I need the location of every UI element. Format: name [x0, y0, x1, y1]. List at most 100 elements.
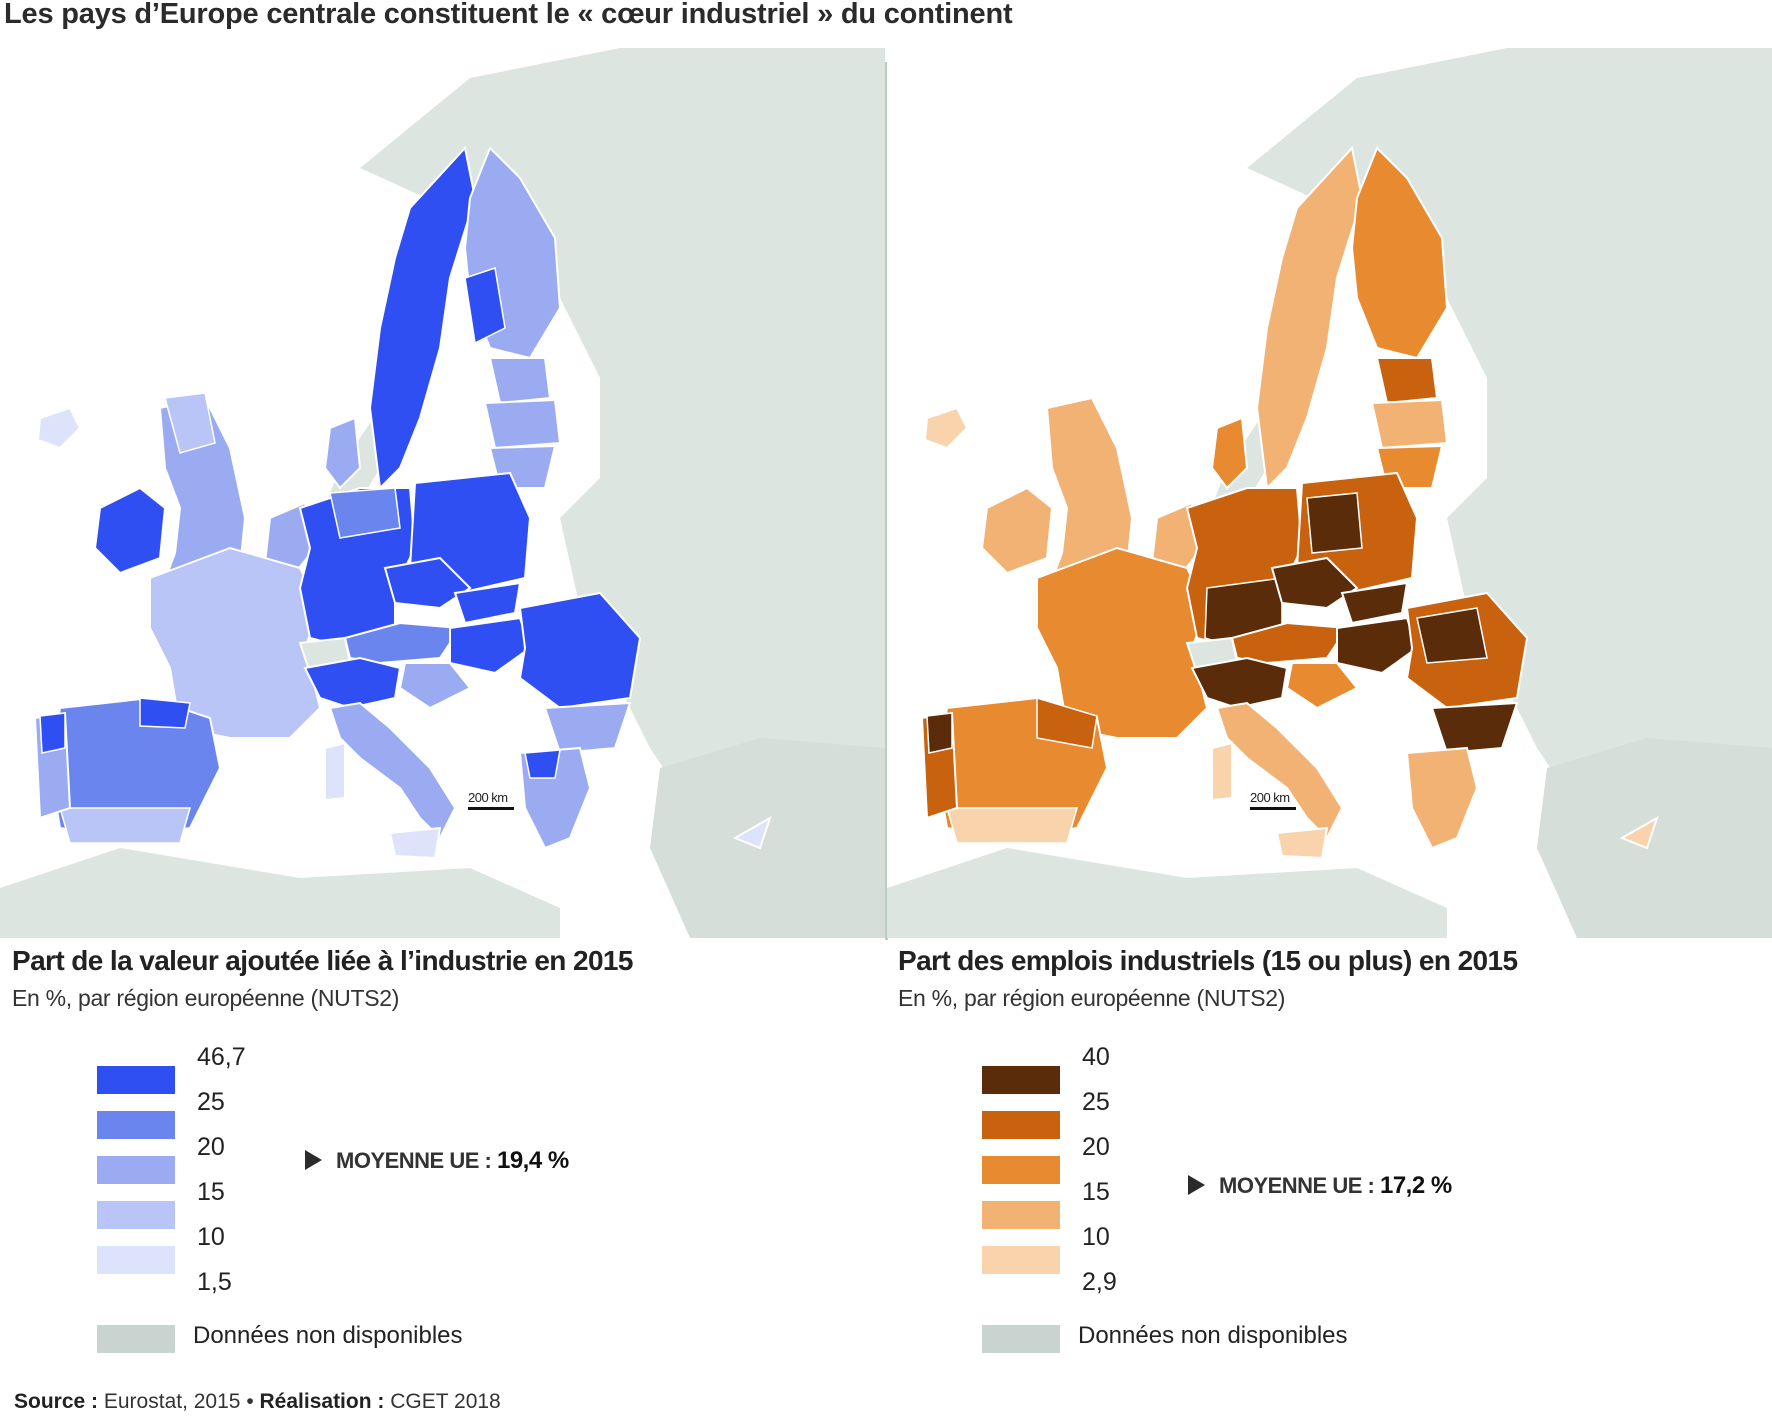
scale-line: [468, 807, 514, 810]
region-czechia: [383, 556, 472, 610]
region-greece: [1405, 746, 1479, 850]
region-spain-south: [59, 807, 191, 844]
region-latvia: [483, 398, 562, 450]
legend-tick: 1,5: [197, 1268, 232, 1296]
triangle-icon: [305, 1150, 322, 1170]
average-value: 17,2 %: [1379, 1172, 1452, 1199]
region-denmark: [323, 416, 362, 490]
made-text: CGET 2018: [390, 1390, 501, 1413]
legend-left: 46,7 25 20 15 10 1,5 Données non disponi…: [97, 1043, 463, 1353]
average-label: MOYENNE UE :: [336, 1148, 492, 1173]
region-sardinia: [324, 741, 346, 802]
scale-bar-left: 200 km: [468, 790, 514, 810]
legend-swatch-no-data: [97, 1325, 175, 1353]
legend-tick: 25: [1082, 1088, 1110, 1116]
region-croatia: [1285, 662, 1359, 710]
region-france: [149, 546, 322, 739]
region-spain-northeast: [1036, 696, 1098, 749]
region-portugal-north: [926, 712, 953, 754]
map-svg-left: [0, 48, 885, 938]
region-finland-west: [464, 267, 506, 345]
legend-tick: 2,9: [1082, 1268, 1117, 1296]
legend-no-data-label: Données non disponibles: [193, 1322, 463, 1349]
legend-tick: 10: [1082, 1223, 1110, 1251]
right-panel-subtitle: En %, par région européenne (NUTS2): [898, 985, 1286, 1011]
region-estonia: [1375, 357, 1439, 405]
region-spain-north: [139, 697, 191, 729]
legend-tick: 15: [197, 1178, 225, 1206]
left-panel-subtitle: En %, par région européenne (NUTS2): [12, 985, 400, 1011]
region-uk-scotland: [164, 392, 216, 454]
region-croatia: [398, 662, 472, 710]
legend-swatch: [97, 1066, 175, 1094]
region-sicily: [388, 826, 442, 860]
map-industrial-jobs: [887, 48, 1772, 938]
map-svg-right: [887, 48, 1772, 938]
made-label: Réalisation :: [259, 1390, 385, 1413]
source-text: Eurostat, 2015: [103, 1390, 241, 1413]
scale-label: 200 km: [1250, 790, 1290, 805]
land-no-data: [360, 48, 885, 938]
region-finland: [1350, 146, 1449, 360]
source-line: Source : Eurostat, 2015 • Réalisation : …: [14, 1390, 501, 1414]
region-france: [1036, 546, 1209, 739]
land-no-data-turkey: [1537, 738, 1772, 938]
region-bulgaria: [1430, 701, 1519, 755]
legend-swatch: [982, 1246, 1060, 1274]
legend-swatch-no-data: [982, 1325, 1060, 1353]
map-industry-value-added: [0, 48, 885, 938]
land-no-data-turkey: [650, 738, 885, 938]
legend-swatch: [982, 1111, 1060, 1139]
region-czechia: [1270, 556, 1359, 610]
average-value: 19,4 %: [496, 1147, 569, 1174]
region-hungary: [449, 616, 532, 675]
legend-swatch: [982, 1201, 1060, 1229]
legend-swatch: [982, 1066, 1060, 1094]
region-ireland: [980, 486, 1054, 575]
legend-tick: 20: [1082, 1133, 1110, 1161]
legend-right: 40 25 20 15 10 2,9 Données non disponibl…: [982, 1043, 1348, 1353]
region-germany-north: [329, 487, 401, 539]
region-estonia: [488, 357, 552, 405]
region-italy-north: [1190, 656, 1289, 710]
legend-tick: 25: [197, 1088, 225, 1116]
region-denmark: [1210, 416, 1249, 490]
region-poland-center: [1306, 492, 1363, 554]
legend-swatch: [97, 1246, 175, 1274]
legend-swatch: [97, 1111, 175, 1139]
region-iceland: [923, 406, 969, 450]
source-label: Source :: [14, 1390, 99, 1413]
region-portugal-north: [39, 712, 66, 754]
average-label: MOYENNE UE :: [1219, 1173, 1375, 1198]
legend-swatch: [97, 1156, 175, 1184]
legend-tick: 15: [1082, 1178, 1110, 1206]
eu-average-left: MOYENNE UE : 19,4 %: [305, 1147, 569, 1175]
right-panel-title: Part des emplois industriels (15 ou plus…: [898, 945, 1518, 976]
legend-swatch: [97, 1201, 175, 1229]
triangle-icon: [1188, 1175, 1205, 1195]
region-sardinia: [1211, 741, 1233, 802]
region-romania-center: [1416, 607, 1488, 664]
page-title: Les pays d’Europe centrale constituent l…: [4, 0, 1013, 30]
legend-tick: 40: [1082, 1043, 1110, 1071]
left-panel-title: Part de la valeur ajoutée liée à l’indus…: [12, 945, 633, 976]
legend-no-data-label: Données non disponibles: [1078, 1322, 1348, 1349]
region-bulgaria: [543, 701, 632, 755]
region-slovakia: [453, 581, 522, 625]
region-italy: [328, 701, 457, 840]
region-spain-south: [946, 807, 1078, 844]
eu-average-right: MOYENNE UE : 17,2 %: [1188, 1172, 1452, 1200]
legend-tick: 46,7: [197, 1043, 246, 1071]
region-ireland: [93, 486, 167, 575]
region-latvia: [1370, 398, 1449, 450]
panel-divider: [885, 62, 888, 940]
legend-tick: 20: [197, 1133, 225, 1161]
land-no-data-africa: [887, 848, 1447, 938]
region-sicily: [1275, 826, 1329, 860]
region-slovakia: [1340, 581, 1409, 625]
region-cyprus: [732, 815, 772, 850]
source-separator: •: [246, 1390, 254, 1413]
region-iceland: [36, 406, 82, 450]
region-hungary: [1336, 616, 1419, 675]
legend-swatch: [982, 1156, 1060, 1184]
